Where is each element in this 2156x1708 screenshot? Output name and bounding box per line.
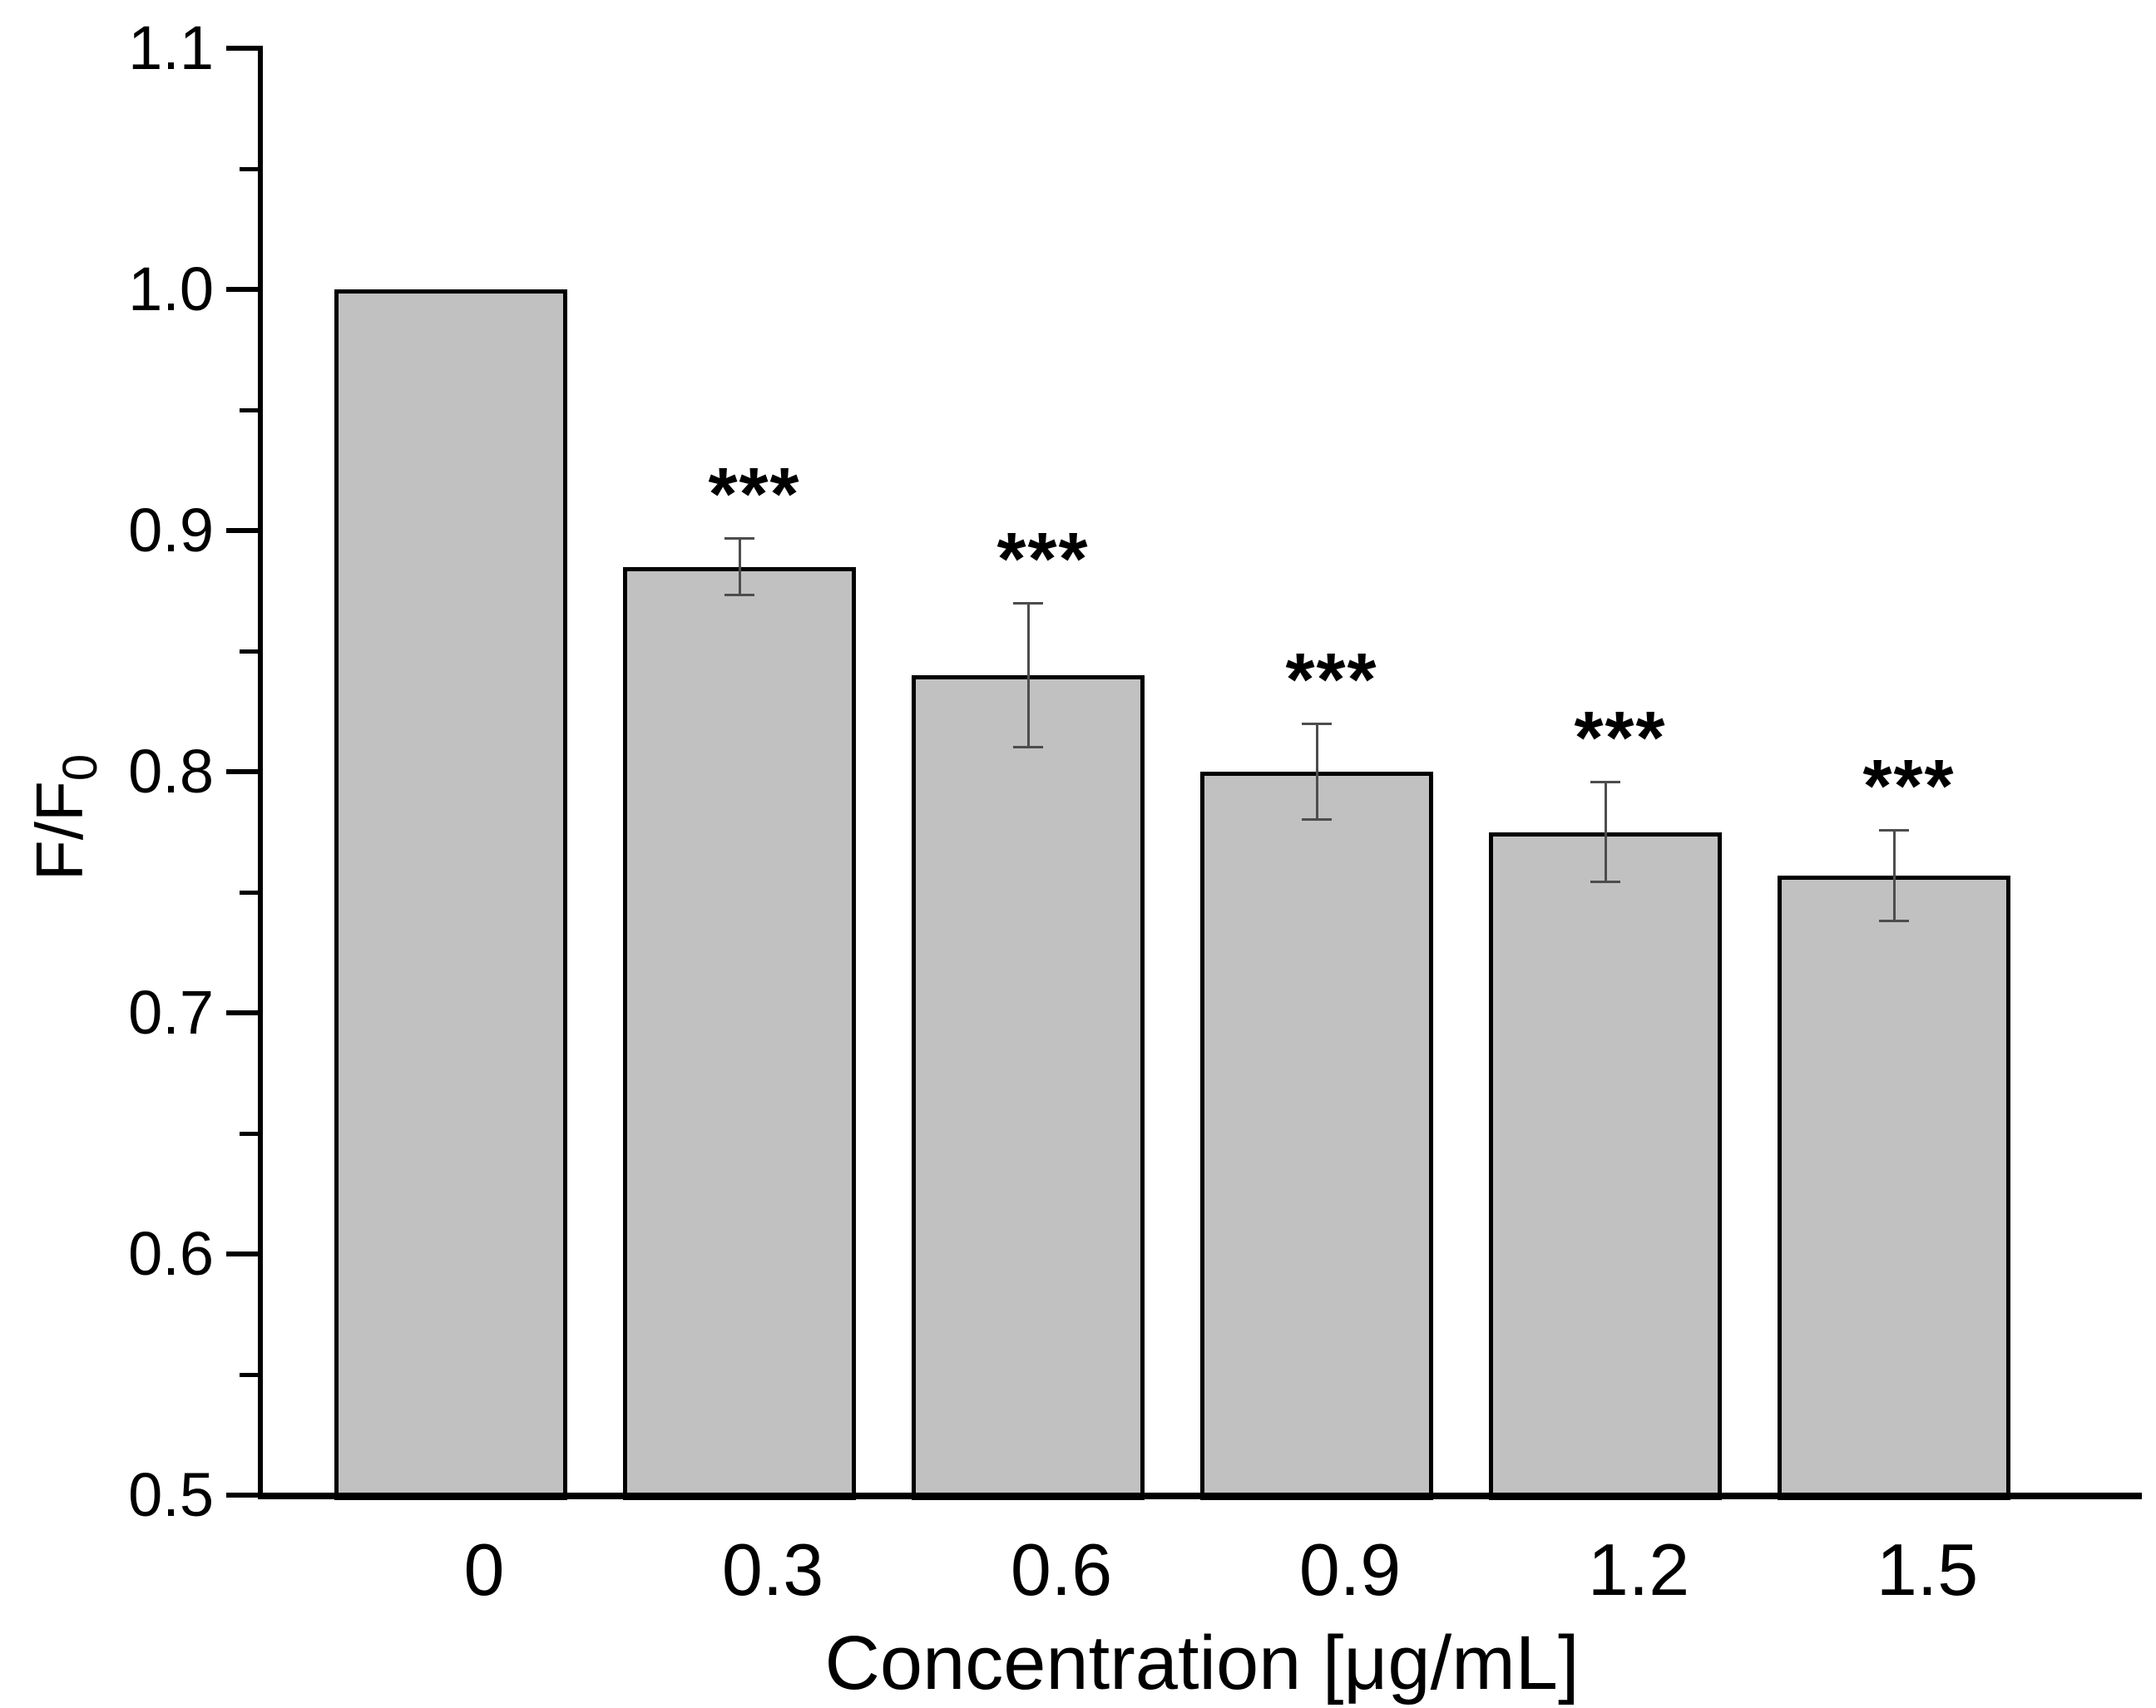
y-tick-label: 1.1 [128,13,214,82]
y-major-tick [226,1010,258,1015]
y-tick-label: 1.0 [128,254,214,323]
significance-stars: *** [1574,696,1667,780]
error-bar-cap-bottom [724,594,754,597]
y-minor-tick [240,167,258,171]
bar-concentration-0.6 [912,675,1145,1500]
significance-stars: *** [1285,639,1378,722]
error-bar-line [1892,829,1896,921]
y-minor-tick [240,1132,258,1136]
y-minor-tick [240,1373,258,1377]
x-axis-title: Concentration [μg/mL] [824,1621,1580,1706]
y-minor-tick [240,891,258,895]
significance-stars: *** [708,452,801,536]
error-bar-cap-top [1590,780,1620,783]
y-axis-title: F/F0 [22,754,108,881]
error-bar-cap-bottom [1590,881,1620,884]
y-major-tick [226,1493,258,1498]
y-tick-label: 0.6 [128,1219,214,1288]
y-major-tick [226,46,258,51]
bar-concentration-0.3 [623,566,856,1500]
x-tick-label: 0 [463,1528,505,1611]
y-tick-label: 0.8 [128,737,214,806]
error-bar-cap-bottom [1879,919,1909,922]
y-axis-title-text: F/F [22,781,96,881]
y-minor-tick [240,649,258,654]
y-tick-label: 0.5 [128,1460,214,1529]
error-bar-cap-top [1013,602,1043,605]
error-bar-cap-top [1302,723,1332,725]
error-bar-cap-bottom [1302,818,1332,821]
y-major-tick [226,528,258,533]
y-tick-label: 0.7 [128,978,214,1047]
error-bar-line [1315,723,1318,820]
y-minor-tick [240,408,258,412]
x-tick-label: 0.6 [1010,1528,1113,1611]
bar-concentration-1.2 [1489,832,1722,1500]
y-major-tick [226,769,258,774]
bar-concentration-1.5 [1778,875,2010,1500]
y-major-tick [226,287,258,292]
x-tick-label: 0.9 [1298,1528,1402,1611]
significance-stars: *** [996,518,1090,601]
significance-stars: *** [1862,744,1956,828]
bar-concentration-0 [334,289,567,1500]
y-tick-label: 0.9 [128,496,214,565]
error-bar-line [1604,781,1607,883]
y-axis-title-subscript: 0 [53,753,107,782]
error-bar-cap-top [1879,828,1909,832]
y-axis-line [258,46,263,1499]
bar-concentration-0.9 [1200,772,1433,1500]
error-bar-line [738,537,741,596]
x-tick-label: 1.5 [1876,1528,1979,1611]
error-bar-line [1026,603,1030,748]
error-bar-cap-top [724,536,754,540]
x-tick-label: 1.2 [1587,1528,1690,1611]
y-major-tick [226,1251,258,1256]
error-bar-cap-bottom [1013,746,1043,748]
x-axis-line [258,1493,2142,1499]
x-tick-label: 0.3 [721,1528,824,1611]
